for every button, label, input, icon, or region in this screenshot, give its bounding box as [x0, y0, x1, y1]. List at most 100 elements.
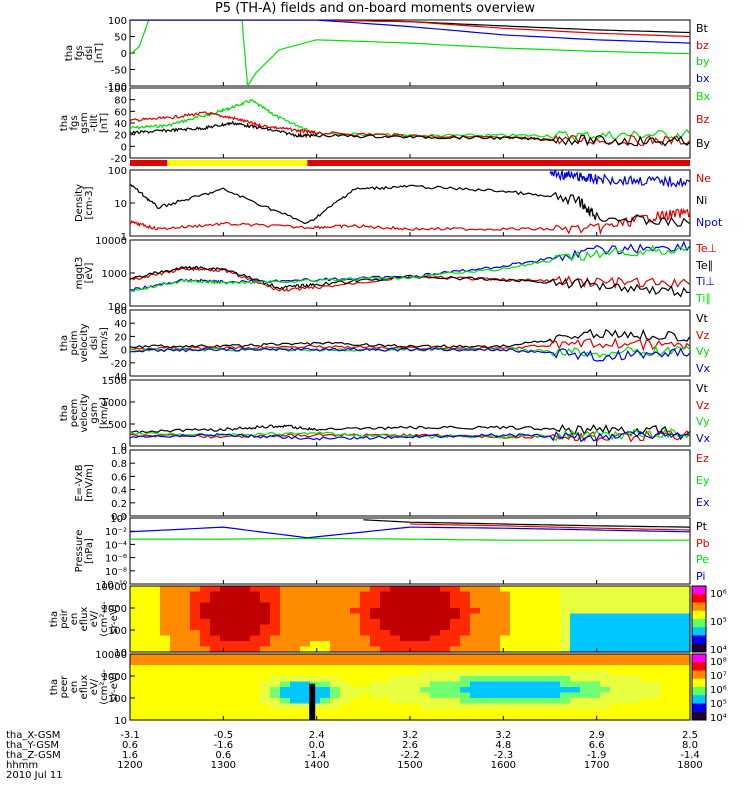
heatmap-cell [230, 654, 241, 661]
heatmap-cell [500, 619, 511, 626]
heatmap-cell [560, 586, 571, 593]
heatmap-cell [520, 659, 531, 666]
heatmap-cell [180, 654, 191, 661]
heatmap-cell [600, 630, 611, 637]
heatmap-cell [600, 597, 611, 604]
heatmap-cell [580, 586, 591, 593]
heatmap-cell [220, 624, 231, 631]
heatmap-cell [450, 630, 461, 637]
colorbar-band [692, 594, 706, 603]
legend-vy: Vy [696, 415, 710, 428]
heatmap-cell [420, 714, 431, 721]
heatmap-cell [640, 709, 651, 716]
heatmap-cell [530, 687, 541, 694]
heatmap-cell [190, 646, 201, 653]
heatmap-cell [250, 681, 261, 688]
heatmap-cell [160, 676, 171, 683]
series-line-vt [130, 423, 690, 437]
heatmap-cell [300, 602, 311, 609]
heatmap-cell [180, 665, 191, 672]
heatmap-cell [410, 692, 421, 699]
heatmap-cell [340, 619, 351, 626]
heatmap-cell [180, 659, 191, 666]
colorbar-band [692, 662, 706, 671]
heatmap-cell [630, 641, 641, 648]
heatmap-cell [340, 591, 351, 598]
heatmap-cell [560, 654, 571, 661]
heatmap-cell [380, 619, 391, 626]
heatmap-cell [640, 619, 651, 626]
heatmap-cell [210, 646, 221, 653]
heatmap-cell [240, 630, 251, 637]
heatmap-cell [610, 654, 621, 661]
heatmap-cell [570, 714, 581, 721]
heatmap-cell [640, 635, 651, 642]
heatmap-cell [290, 619, 301, 626]
heatmap-cell [650, 602, 661, 609]
heatmap-cell [560, 608, 571, 615]
heatmap-cell [250, 646, 261, 653]
heatmap-cell [620, 659, 631, 666]
colorbar-band [692, 670, 706, 680]
heatmap-cell [380, 709, 391, 716]
heatmap-cell [580, 591, 591, 598]
heatmap-cell [210, 597, 221, 604]
heatmap-cell [440, 602, 451, 609]
panel-frame [129, 169, 691, 237]
heatmap-cell [470, 602, 481, 609]
heatmap-cell [550, 687, 561, 694]
heatmap-cell [540, 676, 551, 683]
heatmap-cell [350, 698, 361, 705]
heatmap-cell [520, 586, 531, 593]
heatmap-cell [540, 591, 551, 598]
heatmap-cell [140, 687, 151, 694]
heatmap-cell [200, 597, 211, 604]
heatmap-cell [550, 619, 561, 626]
heatmap-cell [470, 714, 481, 721]
heatmap-cell [350, 624, 361, 631]
heatmap-cell [600, 654, 611, 661]
heatmap-cell [560, 714, 571, 721]
heatmap-cell [450, 586, 461, 593]
heatmap-cell [260, 698, 271, 705]
heatmap-cell [640, 714, 651, 721]
heatmap-cell [310, 681, 321, 688]
heatmap-cell [410, 681, 421, 688]
heatmap-cell [570, 687, 581, 694]
heatmap-cell [240, 613, 251, 620]
heatmap-cell [220, 670, 231, 677]
heatmap-cell [620, 641, 631, 648]
heatmap-cell [380, 665, 391, 672]
heatmap-cell [360, 709, 371, 716]
y-tick-label: 10 [114, 716, 127, 727]
heatmap-cell [480, 586, 491, 593]
heatmap-cell [270, 714, 281, 721]
heatmap-cell [550, 608, 561, 615]
heatmap-cell [540, 624, 551, 631]
heatmap-cell [550, 635, 561, 642]
heatmap-cell [360, 659, 371, 666]
heatmap-cell [260, 654, 271, 661]
heatmap-cell [390, 692, 401, 699]
heatmap-cell [380, 635, 391, 642]
ephemeris-value: -3.1 [120, 730, 140, 741]
heatmap-cell [650, 586, 661, 593]
heatmap-cell [290, 670, 301, 677]
heatmap-cell [250, 586, 261, 593]
y-tick-label: 10000 [95, 236, 127, 247]
heatmap-cell [270, 703, 281, 710]
heatmap-cell [680, 703, 691, 710]
heatmap-cell [230, 709, 241, 716]
heatmap-cell [350, 619, 361, 626]
y-axis-label-pressure: Pressure [nPa] [74, 529, 95, 573]
heatmap-cell [310, 597, 321, 604]
ephemeris-value: 0.6 [122, 740, 138, 751]
heatmap-cell [340, 703, 351, 710]
heatmap-cell [220, 709, 231, 716]
heatmap-cell [200, 670, 211, 677]
heatmap-cell [280, 641, 291, 648]
heatmap-cell [450, 670, 461, 677]
heatmap-cell [300, 714, 311, 721]
ephemeris-value: 1.6 [122, 750, 138, 761]
heatmap-cell [130, 670, 141, 677]
